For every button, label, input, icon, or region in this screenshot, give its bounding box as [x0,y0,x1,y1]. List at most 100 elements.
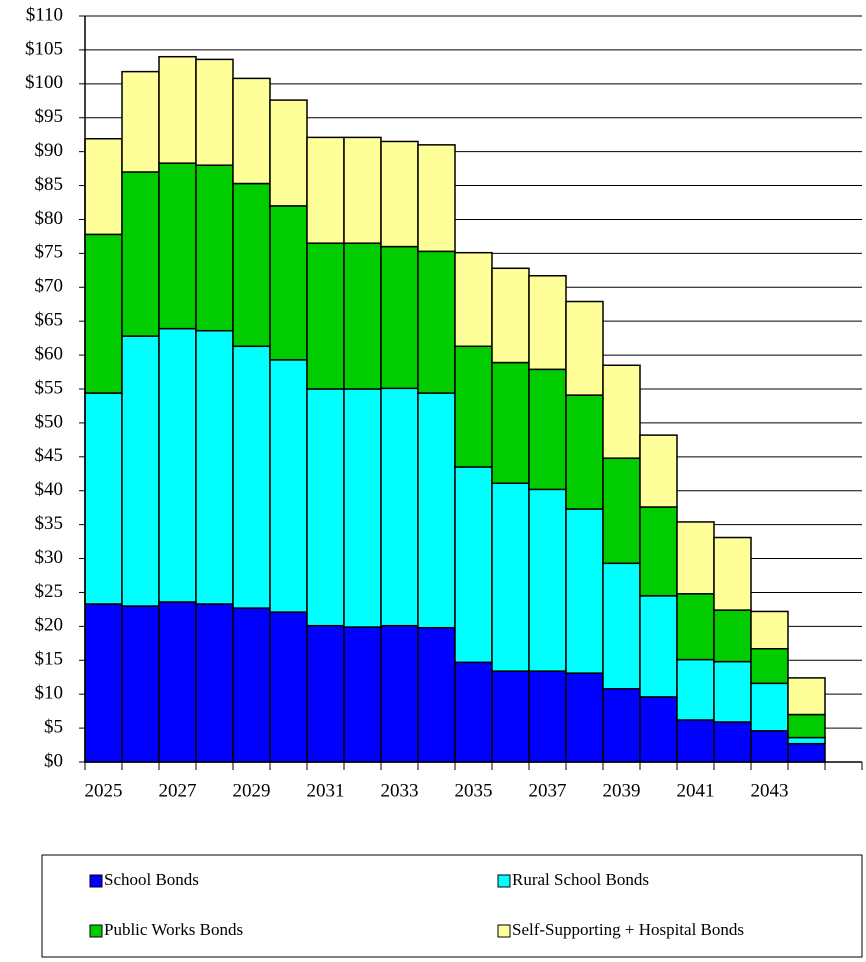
bar-segment [158,162,197,330]
bar-segment [195,58,234,166]
bar-segment [602,457,641,565]
bar-segment [565,672,604,763]
bar-segment [269,359,308,613]
y-tick-label: $70 [35,276,64,297]
bar-segment [232,607,271,763]
y-tick-label: $20 [35,615,64,636]
x-tick-label: 2041 [677,780,715,801]
bar-segment [454,661,493,763]
bar-segment [232,345,271,609]
y-tick-label: $10 [35,683,64,704]
bar-segment [713,536,752,611]
bar-segment [750,610,789,650]
bar-segment [454,251,493,348]
y-tick-label: $85 [35,174,64,195]
legend-box [41,854,863,958]
bar-segment [417,626,456,763]
bar-segment [269,205,308,361]
y-tick-label: $50 [35,411,64,432]
bar-segment [343,388,382,628]
y-tick-label: $35 [35,513,64,534]
bar-segment [602,364,641,459]
bar-segment [306,388,345,627]
bar-segment [306,136,345,244]
bar-segment [84,603,123,763]
x-tick-label: 2025 [85,780,123,801]
bar-segment [713,660,752,723]
legend-label: School Bonds [104,870,199,889]
x-tick-label: 2029 [233,780,271,801]
bar-segment [713,721,752,763]
y-tick-label: $45 [35,445,64,466]
bar-segment [491,267,530,364]
bar-segment [639,506,678,597]
bar-segment [306,624,345,763]
bar-segment [343,626,382,763]
legend-swatch [497,874,511,888]
bar-segment [565,508,604,674]
bar-segment [417,144,456,253]
x-tick-label: 2033 [381,780,419,801]
bar-segment [750,682,789,732]
bar-segment [121,171,160,337]
bar-segment [676,719,715,763]
bar-segment [787,736,826,745]
bar-segment [232,77,271,185]
legend-label: Rural School Bonds [512,870,649,889]
bar-segment [676,593,715,661]
bar-segment [380,245,419,390]
bar-segment [380,624,419,763]
bar-segment [528,670,567,763]
bar-segment [158,601,197,763]
bar-segment [713,609,752,663]
y-tick-label: $15 [35,649,64,670]
bar-segment [528,274,567,371]
y-tick-label: $110 [26,4,63,25]
y-tick-label: $90 [35,140,64,161]
bar-segment [195,603,234,763]
y-tick-label: $55 [35,377,64,398]
bar-segment [750,730,789,763]
x-tick-label: 2035 [455,780,493,801]
bar-segment [639,595,678,698]
bar-segment [195,329,234,605]
bar-segment [491,670,530,763]
y-tick-label: $0 [44,750,63,771]
bar-segment [84,138,123,236]
bar-segment [121,70,160,173]
bar-segment [232,182,271,348]
bar-segment [528,488,567,672]
x-tick-label: 2027 [159,780,197,801]
bar-segment [454,466,493,664]
bar-segment [380,387,419,627]
y-tick-label: $60 [35,343,64,364]
x-tick-label: 2037 [529,780,567,801]
bar-segment [158,327,197,603]
bar-segment [158,55,197,164]
bar-segment [602,562,641,690]
bar-segment [269,99,308,207]
legend-label: Public Works Bonds [104,920,243,939]
y-tick-label: $105 [25,38,63,59]
legend-swatch [89,924,103,938]
bar-segment [639,696,678,763]
bar-segment [121,605,160,763]
bar-segment [269,611,308,763]
legend-swatch [497,924,511,938]
bar-segment [306,242,345,390]
bar-segment [417,250,456,394]
y-tick-label: $40 [35,479,64,500]
y-tick-label: $65 [35,310,64,331]
legend-label: Self-Supporting + Hospital Bonds [512,920,744,939]
bar-segment [787,677,826,716]
x-tick-label: 2031 [307,780,345,801]
y-tick-label: $30 [35,547,64,568]
bar-segment [676,658,715,721]
bar-segment [565,300,604,396]
y-tick-label: $100 [25,72,63,93]
bar-segment [750,647,789,685]
bar-segment [417,392,456,629]
x-tick-label: 2043 [751,780,789,801]
bar-segment [84,392,123,605]
